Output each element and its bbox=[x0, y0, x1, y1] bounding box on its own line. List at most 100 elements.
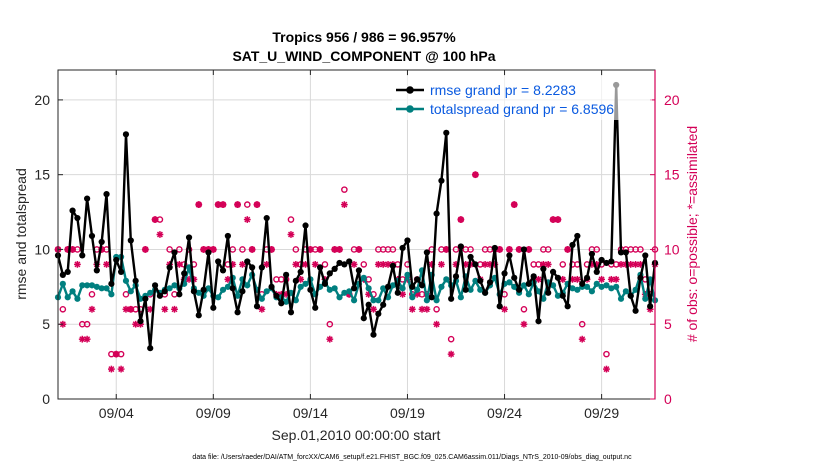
rmse-series-point bbox=[583, 274, 591, 281]
obs-assimilated-marker bbox=[549, 216, 557, 223]
obs-assimilated-marker bbox=[88, 305, 96, 313]
series-lines bbox=[54, 81, 659, 352]
x-tick-label: 09/04 bbox=[99, 405, 134, 421]
spread-series-point bbox=[341, 289, 348, 296]
rmse-series-point bbox=[190, 288, 198, 295]
spread-series-point bbox=[370, 297, 377, 304]
obs-assimilated-marker bbox=[370, 305, 377, 313]
obs-assimilated-marker bbox=[603, 365, 610, 373]
obs-possible-marker bbox=[637, 246, 644, 253]
rmse-series-point bbox=[93, 267, 100, 274]
rmse-series-point bbox=[108, 280, 115, 287]
rmse-series-point bbox=[486, 279, 494, 286]
rmse-series-point bbox=[457, 243, 464, 250]
spread-series-point bbox=[399, 285, 406, 292]
rmse-series-point bbox=[132, 277, 139, 284]
spread-series-point bbox=[365, 285, 372, 292]
spread-series-point bbox=[467, 286, 474, 293]
obs-assimilated-marker bbox=[209, 246, 217, 253]
rmse-series-point bbox=[627, 292, 634, 299]
obs-assimilated-marker bbox=[525, 246, 533, 253]
rmse-series-point bbox=[569, 241, 576, 249]
obs-possible-marker bbox=[326, 320, 334, 328]
obs-assimilated-marker bbox=[632, 261, 639, 268]
rmse-series-point bbox=[224, 232, 231, 240]
obs-possible-marker bbox=[321, 261, 329, 268]
spread-series-point bbox=[98, 285, 105, 292]
rmse-series-point bbox=[433, 210, 440, 217]
rmse-series-point bbox=[632, 307, 639, 314]
obs-assimilated-marker bbox=[243, 216, 251, 223]
obs-assimilated-marker bbox=[253, 201, 261, 208]
rmse-series-point bbox=[423, 249, 430, 256]
spread-series-point bbox=[632, 286, 639, 293]
obs-possible-marker bbox=[544, 246, 552, 253]
chart-title-line2: SAT_U_WIND_COMPONENT @ 100 hPa bbox=[232, 48, 495, 64]
spread-series-point bbox=[617, 295, 625, 302]
obs-assimilated-marker bbox=[326, 335, 334, 343]
spread-series-point bbox=[375, 297, 382, 304]
rmse-series-point bbox=[535, 318, 542, 325]
rmse-series-point bbox=[219, 267, 227, 274]
spread-series-point bbox=[608, 285, 615, 292]
rmse-series-point bbox=[287, 309, 295, 316]
obs-assimilated-marker bbox=[258, 305, 266, 313]
obs-possible-marker bbox=[83, 320, 91, 328]
spread-series-point bbox=[350, 297, 358, 304]
spread-series-point bbox=[302, 280, 309, 287]
y-right-tick-label: 0 bbox=[664, 391, 672, 407]
rmse-series-point bbox=[574, 232, 581, 240]
y-axis-left-label: rmse and totalspread bbox=[13, 168, 29, 300]
rmse-series-point bbox=[617, 249, 625, 256]
y-left-tick-label: 20 bbox=[34, 92, 50, 108]
rmse-series-point bbox=[370, 331, 377, 338]
obs-assimilated-marker bbox=[617, 261, 625, 268]
rmse-series-point bbox=[549, 268, 557, 275]
obs-assimilated-marker bbox=[83, 335, 91, 343]
legend-rmse-marker bbox=[406, 86, 414, 94]
obs-possible-marker bbox=[447, 335, 455, 343]
rmse-series-point bbox=[346, 258, 353, 265]
legend-rmse-label: rmse grand pr = 8.2283 bbox=[430, 82, 576, 98]
spread-series-point bbox=[380, 285, 387, 292]
spread-series-point bbox=[477, 286, 484, 293]
obs-possible-marker bbox=[520, 305, 528, 313]
obs-possible-marker bbox=[166, 246, 173, 253]
rmse-series-point bbox=[142, 295, 149, 302]
rmse-series-point bbox=[263, 214, 270, 222]
rmse-series-point bbox=[380, 301, 387, 308]
rmse-series-point bbox=[113, 256, 120, 264]
rmse-series-point bbox=[365, 301, 372, 308]
spread-series-point bbox=[331, 285, 338, 292]
obs-assimilated-marker bbox=[423, 305, 431, 313]
rmse-series-point bbox=[64, 268, 71, 275]
rmse-series-point bbox=[438, 177, 445, 184]
rmse-series-point bbox=[530, 273, 537, 280]
rmse-series-point bbox=[171, 249, 178, 256]
rmse-series-point bbox=[302, 222, 309, 229]
spread-series-point bbox=[506, 279, 513, 286]
rmse-series-point bbox=[229, 285, 236, 292]
rmse-series-point bbox=[598, 256, 605, 264]
rmse-series-point bbox=[511, 274, 518, 281]
rmse-series-line bbox=[56, 83, 657, 350]
rmse-series-point bbox=[122, 131, 130, 138]
obs-assimilated-marker bbox=[74, 261, 81, 268]
y-right-tick-label: 20 bbox=[664, 92, 680, 108]
rmse-series-point bbox=[355, 267, 363, 274]
obs-assimilated-marker bbox=[573, 275, 581, 283]
obs-assimilated-marker bbox=[578, 335, 586, 343]
chart-title-line1: Tropics 956 / 986 = 96.957% bbox=[272, 29, 456, 45]
rmse-series-point bbox=[215, 258, 222, 265]
spread-series-point bbox=[554, 292, 562, 299]
spread-series-point bbox=[457, 294, 464, 301]
obs-assimilated-marker bbox=[438, 261, 445, 268]
rmse-series-point bbox=[384, 283, 392, 290]
rmse-series-point bbox=[647, 303, 654, 310]
x-axis-ticks: 09/04 09/09 09/14 09/19 09/24 09/29 bbox=[99, 70, 619, 421]
rmse-series-point bbox=[103, 191, 110, 198]
rmse-series-point bbox=[501, 270, 508, 277]
obs-possible-marker bbox=[292, 246, 300, 253]
rmse-series-point bbox=[268, 283, 275, 290]
rmse-series-point bbox=[462, 286, 469, 293]
